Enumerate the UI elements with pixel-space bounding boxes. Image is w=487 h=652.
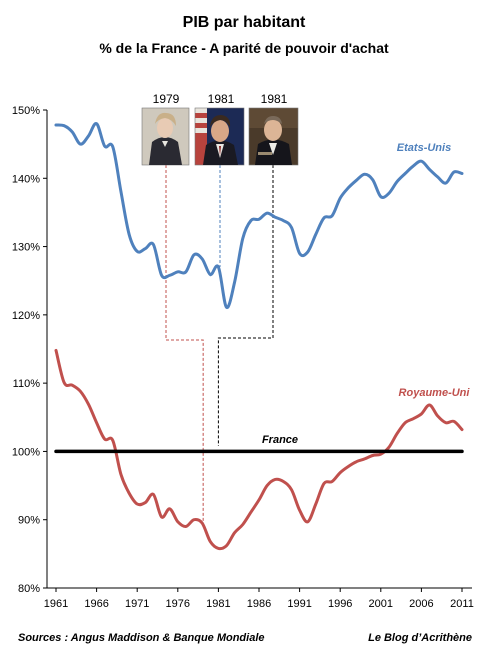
photo-year-label: 1981 xyxy=(208,92,235,106)
photo-group: 1979 1981 1981 xyxy=(141,92,299,166)
x-tick-label: 1961 xyxy=(44,598,68,610)
sources-note: Sources : Angus Maddison & Banque Mondia… xyxy=(18,632,265,644)
photo-year-label: 1981 xyxy=(261,92,288,106)
x-tick-label: 2001 xyxy=(369,598,393,610)
x-axis-ticks: 1961 1966 1971 1976 1981 1986 1991 1996 2001 2006… xyxy=(44,588,474,610)
x-tick-label: 1981 xyxy=(206,598,230,610)
y-tick-label: 120% xyxy=(12,310,40,322)
x-tick-label: 1971 xyxy=(125,598,149,610)
series-line-royaume-uni xyxy=(54,348,464,551)
y-tick-label: 150% xyxy=(12,105,40,117)
x-tick-label: 1991 xyxy=(287,598,311,610)
y-axis-ticks: 80% 90% 100% 110% 120% 130% 140% 150% xyxy=(12,105,47,595)
portrait-photo xyxy=(248,107,299,166)
y-tick-label: 100% xyxy=(12,446,40,458)
series-label-uk: Royaume-Uni xyxy=(399,387,471,399)
y-tick-label: 110% xyxy=(13,378,41,390)
x-tick-label: 1996 xyxy=(328,598,352,610)
x-tick-label: 1986 xyxy=(247,598,271,610)
blog-credit: Le Blog d’Acrithène xyxy=(368,632,472,644)
photo-year-label: 1979 xyxy=(153,92,180,106)
y-tick-label: 80% xyxy=(18,583,40,595)
x-tick-label: 2011 xyxy=(450,598,474,610)
y-tick-label: 90% xyxy=(18,515,40,527)
y-tick-label: 140% xyxy=(12,173,40,185)
series-line-etats-unis xyxy=(54,122,464,309)
x-tick-label: 1966 xyxy=(84,598,108,610)
portrait-photo xyxy=(194,107,245,166)
x-tick-label: 2006 xyxy=(409,598,433,610)
photo-connector-line xyxy=(217,165,274,446)
y-tick-label: 130% xyxy=(12,242,40,254)
x-tick-label: 1976 xyxy=(166,598,190,610)
chart-subtitle: % de la France - A parité de pouvoir d'a… xyxy=(99,40,389,56)
photo-connectors xyxy=(165,165,274,524)
series-lines xyxy=(54,122,464,551)
portrait-photo xyxy=(141,107,190,166)
chart-title: PIB par habitant xyxy=(183,14,306,31)
series-label-usa: Etats-Unis xyxy=(397,142,451,154)
photo-connector-line xyxy=(165,165,204,524)
series-label-france: France xyxy=(262,434,298,446)
